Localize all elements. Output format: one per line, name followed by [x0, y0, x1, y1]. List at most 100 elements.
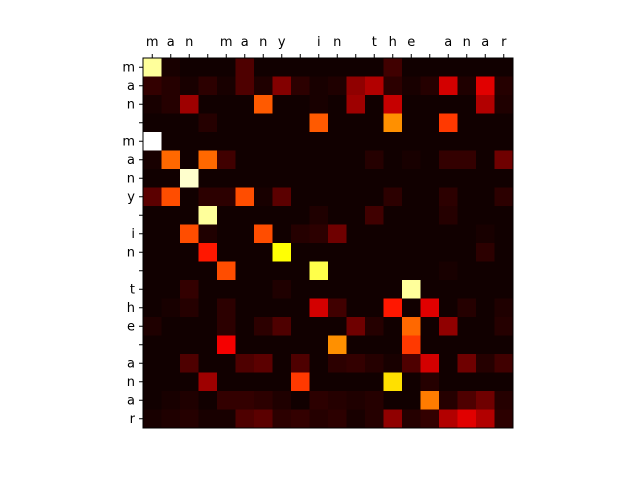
heatmap-cell: [217, 354, 236, 373]
heatmap-cell: [476, 150, 495, 170]
heatmap-cell: [457, 132, 477, 151]
heatmap-cell: [494, 335, 514, 355]
heatmap-cell: [328, 409, 347, 429]
heatmap-cell: [402, 76, 421, 96]
heatmap-cell: [198, 243, 218, 262]
heatmap-cell: [198, 132, 218, 151]
heatmap-cell: [161, 391, 181, 410]
heatmap-cell: [439, 150, 458, 170]
heatmap-cell: [309, 150, 329, 170]
heatmap-cell: [198, 58, 218, 77]
heatmap-cell: [143, 317, 162, 336]
heatmap-cell: [180, 409, 199, 429]
heatmap-cell: [143, 169, 162, 188]
heatmap-cell: [346, 95, 366, 114]
heatmap-cell: [457, 206, 477, 225]
heatmap-cell: [328, 335, 347, 355]
heatmap-cell: [235, 150, 255, 170]
heatmap-cell: [235, 206, 255, 225]
x-tick-label: n: [259, 35, 267, 50]
heatmap-cell: [439, 58, 458, 77]
heatmap-cell: [235, 76, 255, 96]
heatmap-cell: [402, 187, 421, 207]
heatmap-cell: [198, 298, 218, 318]
heatmap-cell: [494, 391, 514, 410]
heatmap-cell: [457, 317, 477, 336]
heatmap-cell: [346, 335, 366, 355]
heatmap-cell: [476, 224, 495, 244]
y-tick-label: m: [122, 134, 135, 149]
heatmap-cell: [309, 298, 329, 318]
heatmap-cell: [457, 280, 477, 299]
heatmap-cell: [457, 169, 477, 188]
heatmap-cell: [328, 150, 347, 170]
heatmap-cell: [365, 372, 384, 392]
heatmap-cell: [254, 58, 273, 77]
heatmap-cell: [402, 169, 421, 188]
heatmap-cell: [254, 187, 273, 207]
heatmap-cell: [235, 372, 255, 392]
heatmap-cell: [254, 95, 273, 114]
heatmap-cell: [161, 95, 181, 114]
heatmap-cell: [402, 391, 421, 410]
heatmap-cell: [420, 261, 440, 281]
heatmap-cell: [420, 76, 440, 96]
heatmap-cell: [272, 224, 292, 244]
heatmap-cell: [328, 169, 347, 188]
heatmap-cell: [439, 391, 458, 410]
heatmap-cell: [476, 206, 495, 225]
heatmap-cell: [365, 150, 384, 170]
heatmap-cell: [420, 298, 440, 318]
heatmap-cell: [235, 261, 255, 281]
heatmap-cell: [254, 317, 273, 336]
heatmap-cell: [161, 206, 181, 225]
y-tick-label: n: [127, 245, 135, 260]
heatmap-cell: [309, 261, 329, 281]
heatmap-cell: [346, 372, 366, 392]
heatmap-cell: [309, 169, 329, 188]
x-tick-label: a: [167, 35, 175, 50]
heatmap-cell: [439, 95, 458, 114]
heatmap-cell: [143, 298, 162, 318]
heatmap-cell: [420, 224, 440, 244]
heatmap-cell: [476, 187, 495, 207]
heatmap-cell: [494, 224, 514, 244]
x-tick-label: n: [463, 35, 471, 50]
heatmap-cell: [365, 409, 384, 429]
heatmap-cell: [291, 132, 310, 151]
heatmap-cell: [402, 261, 421, 281]
heatmap-cell: [198, 317, 218, 336]
heatmap-cell: [402, 206, 421, 225]
heatmap-cell: [235, 409, 255, 429]
heatmap-cell: [161, 298, 181, 318]
heatmap-cell: [272, 206, 292, 225]
heatmap-cell: [272, 95, 292, 114]
heatmap-cell: [291, 206, 310, 225]
heatmap-cell: [328, 391, 347, 410]
heatmap-cell: [309, 113, 329, 133]
heatmap-cell: [457, 409, 477, 429]
heatmap-cell: [346, 206, 366, 225]
heatmap-cell: [254, 76, 273, 96]
heatmap-cell: [217, 132, 236, 151]
heatmap-cell: [457, 224, 477, 244]
heatmap-cell: [235, 224, 255, 244]
heatmap-cell: [272, 280, 292, 299]
heatmap-cell: [346, 391, 366, 410]
heatmap-cell: [457, 187, 477, 207]
heatmap-cell: [291, 169, 310, 188]
heatmap-cell: [161, 372, 181, 392]
heatmap-cell: [457, 95, 477, 114]
heatmap-cell: [457, 391, 477, 410]
heatmap-cell: [217, 58, 236, 77]
heatmap-cell: [198, 391, 218, 410]
heatmap-cell: [235, 280, 255, 299]
heatmap-cell: [254, 261, 273, 281]
heatmap-cell: [383, 298, 403, 318]
y-tick-label: m: [122, 60, 135, 75]
heatmap-cell: [309, 335, 329, 355]
heatmap-cell: [476, 354, 495, 373]
heatmap-cell: [439, 335, 458, 355]
heatmap-cell: [309, 391, 329, 410]
heatmap-cell: [235, 391, 255, 410]
